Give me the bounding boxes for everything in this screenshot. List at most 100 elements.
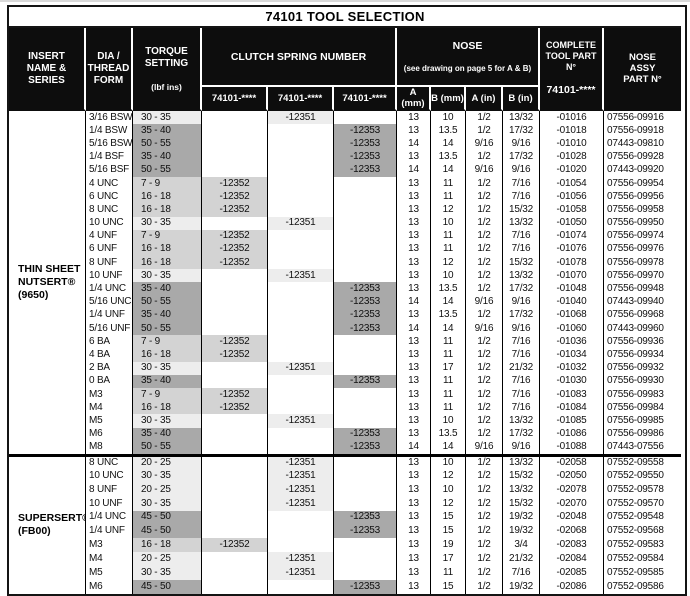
clutch-spring-3-cell: -12353 — [334, 440, 397, 454]
torque-setting-label: TORQUE SETTING — [144, 45, 189, 69]
nose-a-in-cell: 1/2 — [466, 256, 503, 270]
table-row: 4 UNF 7 - 9 -12352 13 11 1/2 7/16 -01074 07556-0… — [9, 229, 681, 243]
tool-part-cell: -01058 — [540, 203, 604, 217]
nose-b-mm-cell: 12 — [431, 203, 466, 217]
clutch-spring-3-cell — [334, 401, 397, 415]
table-row: M6 45 - 50 -12353 13 15 1/2 19/32 -02086 07552-0… — [9, 580, 681, 594]
dia-cell: 1/4 UNF — [86, 524, 133, 539]
clutch-spring-2-cell — [268, 440, 334, 454]
nose-a-mm-cell: 13 — [397, 566, 431, 580]
dia-cell: 4 UNC — [86, 176, 133, 191]
torque-unit-label: (lbf ins) — [151, 81, 182, 92]
scan-edge-artifact — [0, 0, 690, 2]
nose-b-in-cell: 15/32 — [503, 468, 540, 483]
dia-cell: 1/4 UNC — [86, 510, 133, 525]
column-header-complete-tool-part: COMPLETE TOOL PART N° 74101-**** — [540, 28, 604, 111]
clutch-spring-3-cell — [334, 387, 397, 402]
clutch-spring-3-cell: -12353 — [334, 374, 397, 388]
dia-cell: M6 — [86, 580, 133, 594]
table-title: 74101 TOOL SELECTION — [9, 7, 682, 28]
nose-b-mm-cell: 10 — [431, 269, 466, 283]
clutch-spring-3-cell: -12353 — [334, 308, 397, 322]
nose-b-in-cell: 7/16 — [503, 229, 540, 243]
nose-b-in-cell: 13/32 — [503, 269, 540, 283]
nose-b-in-cell: 7/16 — [503, 387, 540, 402]
tool-part-cell: -02050 — [540, 468, 604, 483]
clutch-spring-1-cell — [202, 269, 268, 283]
nose-assy-cell: 07556-09958 — [607, 203, 664, 215]
clutch-spring-1-cell: -12352 — [202, 190, 268, 204]
tool-part-cell: -01028 — [540, 150, 604, 164]
torque-cell: 50 - 55 — [133, 163, 202, 177]
nose-a-in-cell: 1/2 — [466, 124, 503, 138]
clutch-spring-2-cell: -12351 — [268, 269, 334, 283]
table-row: 1/4 UNF 45 - 50 -12353 13 15 1/2 19/32 -02068 07… — [9, 524, 681, 539]
table-row: THIN SHEET NUTSERT® (9650) 3/16 BSW 30 - 3… — [9, 111, 681, 454]
nose-b-in-cell: 9/16 — [503, 295, 540, 309]
table-row: 1/4 UNF 35 - 40 -12353 13 13.5 1/2 17/32 -01068… — [9, 308, 681, 322]
torque-cell: 30 - 35 — [133, 361, 202, 375]
nose-a-in-cell: 1/2 — [466, 374, 503, 388]
clutch-spring-2-cell: -12351 — [268, 361, 334, 375]
tool-part-cell: -01032 — [540, 361, 604, 375]
table-row: M8 50 - 55 -12353 14 14 9/16 9/16 -01088 07443-0… — [9, 440, 681, 454]
nose-assy-cell: 07552-09583 — [607, 539, 664, 551]
nose-note: (see drawing on page 5 for A & B) — [403, 64, 532, 73]
nose-a-mm-cell: 13 — [397, 111, 431, 125]
nose-b-in-cell: 21/32 — [503, 361, 540, 375]
torque-cell: 7 - 9 — [133, 176, 202, 191]
tool-part-cell: -01070 — [540, 269, 604, 283]
nose-b-mm-cell: 11 — [431, 176, 466, 191]
clutch-spring-2-cell — [268, 295, 334, 309]
clutch-spring-1-cell — [202, 374, 268, 388]
nose-a-in-cell: 1/2 — [466, 150, 503, 164]
nose-b-in-cell: 13/32 — [503, 482, 540, 497]
nose-a-mm-cell: 13 — [397, 401, 431, 415]
nose-b-in-cell: 9/16 — [503, 163, 540, 177]
table-row: 8 UNF 20 - 25 -12351 13 10 1/2 13/32 -02078 0755… — [9, 482, 681, 497]
clutch-spring-2-cell — [268, 150, 334, 164]
nose-a-in-cell: 1/2 — [466, 538, 503, 553]
nose-a-in-cell: 1/2 — [466, 190, 503, 204]
nose-b-mm-cell: 17 — [431, 361, 466, 375]
nose-a-mm-cell: 14 — [397, 322, 431, 336]
nose-a-in-cell: 1/2 — [466, 176, 503, 191]
clutch-spring-3-cell: -12353 — [334, 295, 397, 309]
nose-a-mm-cell: 13 — [397, 150, 431, 164]
torque-cell: 30 - 35 — [133, 111, 202, 125]
nose-a-mm-cell: 14 — [397, 137, 431, 151]
clutch-spring-2-cell — [268, 176, 334, 191]
nose-assy-cell: 07552-09568 — [607, 525, 664, 537]
nose-a-in-cell: 1/2 — [466, 552, 503, 567]
clutch-spring-2-cell — [268, 335, 334, 349]
clutch-spring-2-cell: -12351 — [268, 468, 334, 483]
nose-a-mm-cell: 14 — [397, 440, 431, 454]
nose-a-mm-cell: 13 — [397, 414, 431, 428]
clutch-spring-1-cell — [202, 453, 268, 469]
nose-assy-cell: 07556-09970 — [607, 269, 664, 281]
dia-cell: 8 UNF — [86, 256, 133, 270]
nose-a-mm-cell: 13 — [397, 216, 431, 230]
nose-b-mm-cell: 15 — [431, 580, 466, 594]
clutch-spring-3-cell: -12353 — [334, 524, 397, 539]
clutch-spring-2-cell: -12351 — [268, 482, 334, 497]
nose-assy-cell: 07556-09986 — [607, 428, 664, 440]
nose-b-mm-cell: 11 — [431, 374, 466, 388]
table-row: M4 20 - 25 -12351 13 17 1/2 21/32 -02084 07552-0… — [9, 552, 681, 567]
clutch-spring-2-cell — [268, 322, 334, 336]
table-row: M3 7 - 9 -12352 13 11 1/2 7/16 -01083 07556-0998… — [9, 387, 681, 402]
dia-cell: 4 UNF — [86, 229, 133, 243]
clutch-spring-3-cell: -12353 — [334, 137, 397, 151]
nose-b-mm-cell: 11 — [431, 190, 466, 204]
nose-a-mm-cell: 13 — [397, 510, 431, 525]
nose-a-in-cell: 1/2 — [466, 216, 503, 230]
dia-cell: 8 UNC — [86, 203, 133, 217]
table-row: M3 16 - 18 -12352 13 19 1/2 3/4 -02083 07552-095… — [9, 538, 681, 553]
nose-b-mm-cell: 11 — [431, 401, 466, 415]
tool-part-cell: -01083 — [540, 387, 604, 402]
tool-part-cell: -01030 — [540, 374, 604, 388]
clutch-spring-1-cell — [202, 137, 268, 151]
nose-b-in-cell: 17/32 — [503, 427, 540, 441]
nose-b-in-cell: 21/32 — [503, 552, 540, 567]
